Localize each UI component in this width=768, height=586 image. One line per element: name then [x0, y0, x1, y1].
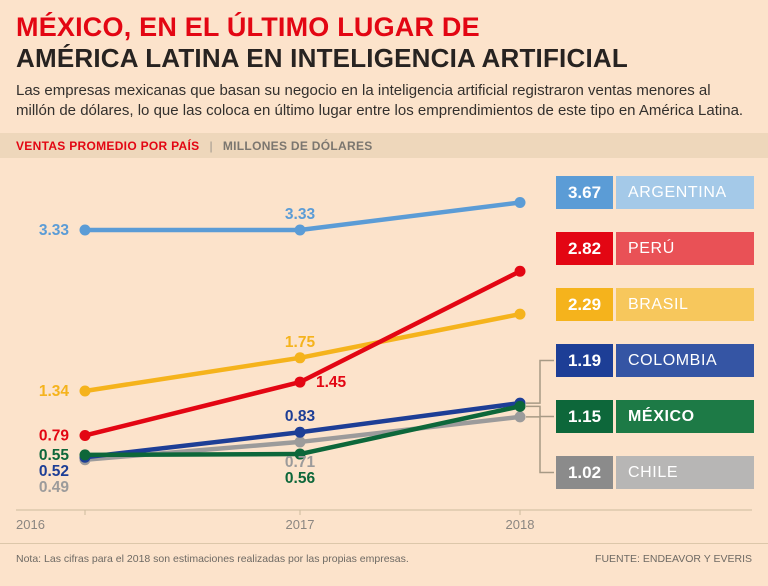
value-label: 3.33 [285, 206, 316, 223]
x-axis-label: 2018 [506, 517, 535, 532]
data-point [294, 426, 306, 438]
band-title: VENTAS PROMEDIO POR PAÍS [16, 138, 200, 153]
data-point [79, 385, 91, 397]
data-point [294, 376, 306, 388]
legend-chip-value: 2.29 [556, 288, 613, 322]
data-point [294, 224, 306, 236]
band-units: MILLONES DE DÓLARES [222, 138, 373, 153]
legend-chip-brasil: 2.29 BRASIL [556, 288, 754, 322]
legend-chip-label: COLOMBIA [616, 344, 754, 378]
legend-chip-value: 2.82 [556, 232, 613, 266]
x-axis-label: 2016 [16, 517, 45, 532]
value-label: 1.75 [285, 334, 316, 351]
data-point [514, 308, 526, 320]
legend-chip-label: ARGENTINA [616, 176, 754, 210]
page-title-line1: MÉXICO, EN EL ÚLTIMO LUGAR DE [16, 12, 480, 42]
legend-chip-chile: 1.02 CHILE [556, 456, 754, 490]
data-point [294, 448, 306, 460]
value-label: 0.79 [39, 428, 70, 445]
value-label: 1.45 [316, 374, 347, 391]
chip-connector [526, 416, 554, 474]
data-point [79, 430, 91, 442]
x-axis-label: 2017 [286, 517, 315, 532]
data-point [79, 224, 91, 236]
legend-chip-argentina: 3.67 ARGENTINA [556, 176, 754, 210]
value-label: 0.49 [39, 479, 70, 496]
value-label: 0.83 [285, 408, 316, 425]
data-point [294, 436, 306, 448]
chart-header-band: VENTAS PROMEDIO POR PAÍS | MILLONES DE D… [0, 133, 768, 159]
band-separator: | [209, 138, 213, 153]
value-label: 0.56 [285, 470, 316, 487]
legend-chip-label: CHILE [616, 456, 754, 490]
data-point [514, 197, 526, 209]
legend: 3.67 ARGENTINA 2.82 PERÚ 2.29 BRASIL 1.19 COLOM… [556, 158, 756, 543]
legend-chip-label: BRASIL [616, 288, 754, 322]
legend-chip-peru: 2.82 PERÚ [556, 232, 754, 266]
value-label: 0.52 [39, 463, 69, 480]
legend-chip-value: 1.02 [556, 456, 613, 490]
footnote: Nota: Las cifras para el 2018 son estima… [16, 553, 409, 566]
chart-area: 2016 2017 2018 3.33 1.45 1.75 0.83 3.33 1.34 0.79… [0, 158, 768, 543]
header: MÉXICO, EN EL ÚLTIMO LUGAR DE AMÉRICA LA… [0, 0, 768, 122]
legend-chip-label: PERÚ [616, 232, 754, 266]
value-label: 0.55 [39, 447, 70, 464]
value-label: 1.34 [39, 383, 70, 400]
data-point [514, 411, 526, 423]
value-label: 0.71 [285, 454, 316, 471]
chip-connector [526, 359, 554, 404]
legend-chip-value: 1.15 [556, 400, 613, 434]
legend-chip-colombia: 1.19 COLOMBIA [556, 344, 754, 378]
intro-text: Las empresas mexicanas que basan su nego… [16, 81, 744, 120]
legend-chip-value: 3.67 [556, 176, 613, 210]
footer: Nota: Las cifras para el 2018 son estima… [0, 543, 768, 586]
data-point [79, 449, 91, 461]
data-point [514, 400, 526, 412]
line-chart: 2016 2017 2018 3.33 1.45 1.75 0.83 3.33 1.34 0.79… [16, 197, 752, 532]
data-point [514, 265, 526, 277]
legend-chip-value: 1.19 [556, 344, 613, 378]
source: FUENTE: ENDEAVOR Y EVERIS [595, 553, 752, 566]
legend-chip-mexico: 1.15 MÉXICO [556, 400, 754, 434]
data-point [294, 352, 306, 364]
value-label: 3.33 [39, 222, 70, 239]
chip-connector [526, 405, 554, 418]
legend-chip-label: MÉXICO [616, 400, 754, 434]
page-title-line2: AMÉRICA LATINA EN INTELIGENCIA ARTIFICIA… [16, 43, 628, 74]
